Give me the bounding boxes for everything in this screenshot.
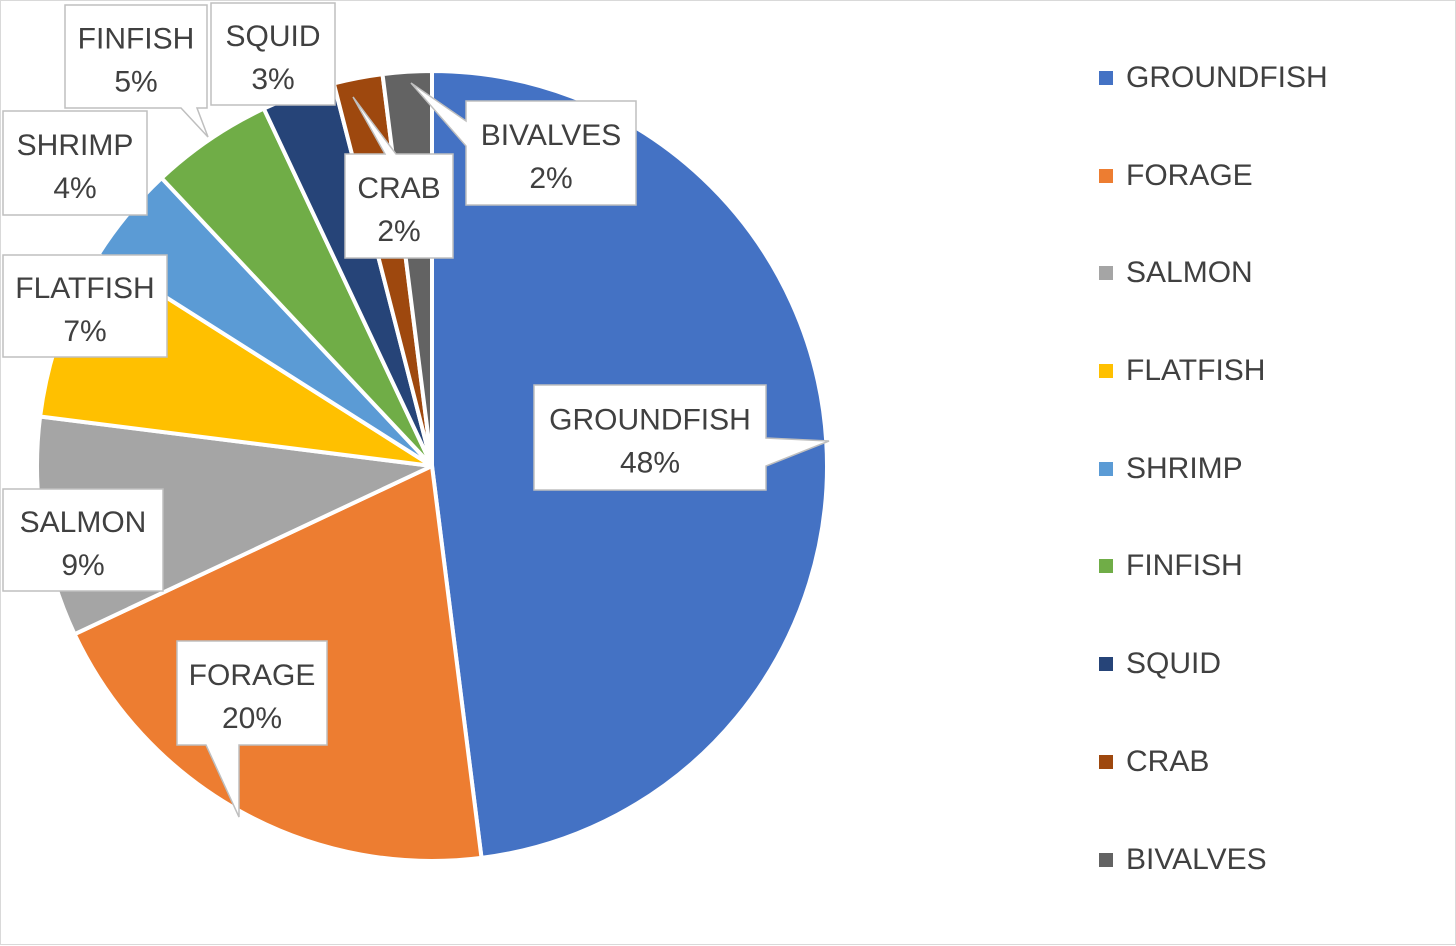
- data-label-callout: [410, 82, 637, 206]
- data-label-shrimp: SHRIMP 4%: [2, 110, 148, 216]
- legend-label: GROUNDFISH: [1126, 61, 1328, 94]
- legend-swatch: [1099, 461, 1113, 476]
- legend-swatch: [1099, 71, 1113, 85]
- data-label-callout: [533, 384, 830, 491]
- data-label-salmon: SALMON 9%: [2, 488, 164, 592]
- legend-swatch: [1099, 754, 1113, 769]
- legend-label: FORAGE: [1126, 158, 1253, 192]
- legend-item-forage: FORAGE: [1099, 151, 1439, 201]
- legend-item-shrimp: SHRIMP: [1099, 444, 1439, 494]
- data-label-percent: 5%: [114, 66, 157, 99]
- legend-swatch: [1099, 559, 1113, 574]
- data-label-percent: 2%: [529, 162, 572, 195]
- data-label-category: FORAGE: [189, 659, 316, 692]
- legend-swatch: [1099, 168, 1113, 183]
- data-label-callout: [176, 640, 328, 818]
- data-label-category: FINFISH: [78, 23, 195, 56]
- data-label-percent: 4%: [53, 172, 96, 205]
- data-label-callout: [210, 2, 336, 106]
- legend-swatch: [1099, 852, 1113, 867]
- legend-item-finfish: FINFISH: [1099, 541, 1439, 591]
- legend-label: BIVALVES: [1126, 842, 1267, 876]
- data-label-percent: 2%: [377, 215, 420, 248]
- data-label-percent: 48%: [620, 447, 680, 480]
- legend-item-bivalves: BIVALVES: [1099, 835, 1439, 885]
- data-label-callout: [2, 488, 164, 592]
- legend-label: SALMON: [1126, 256, 1253, 290]
- data-label-category: GROUNDFISH: [549, 404, 751, 437]
- data-label-squid: SQUID 3%: [210, 2, 336, 106]
- legend-swatch: [1099, 657, 1113, 672]
- data-label-groundfish: GROUNDFISH 48%: [533, 384, 830, 491]
- data-label-percent: 3%: [251, 63, 294, 96]
- data-label-callout: [2, 110, 148, 216]
- data-label-callout: [344, 96, 454, 259]
- data-label-percent: 7%: [63, 315, 106, 348]
- data-label-callout: [2, 254, 168, 358]
- data-label-bivalves: BIVALVES 2%: [410, 82, 637, 206]
- legend-item-groundfish: GROUNDFISH: [1099, 53, 1439, 103]
- legend-label: SQUID: [1126, 647, 1222, 681]
- data-label-category: SHRIMP: [17, 129, 134, 162]
- legend-label: CRAB: [1126, 744, 1210, 778]
- legend-label: FINFISH: [1126, 549, 1243, 583]
- data-label-percent: 20%: [222, 702, 282, 735]
- legend-item-crab: CRAB: [1099, 737, 1439, 787]
- data-label-percent: 9%: [61, 549, 104, 582]
- data-label-category: BIVALVES: [481, 119, 622, 152]
- legend-label: SHRIMP: [1126, 451, 1243, 485]
- pie-slices: [35, 69, 829, 863]
- legend-item-salmon: SALMON: [1099, 248, 1439, 298]
- data-label-callout: [64, 4, 209, 138]
- chart-legend: GROUNDFISH FORAGE SALMON FLATFISH SHRIMP FINF…: [1099, 53, 1439, 932]
- data-label-category: CRAB: [357, 172, 440, 205]
- legend-swatch: [1099, 364, 1113, 379]
- data-label-category: SQUID: [225, 20, 320, 53]
- legend-item-flatfish: FLATFISH: [1099, 346, 1439, 396]
- data-label-finfish: FINFISH 5%: [64, 4, 209, 138]
- data-label-forage: FORAGE 20%: [176, 640, 328, 818]
- legend-label: FLATFISH: [1126, 354, 1266, 388]
- legend-item-squid: SQUID: [1099, 639, 1439, 689]
- data-label-category: SALMON: [20, 506, 147, 539]
- data-label-flatfish: FLATFISH 7%: [2, 254, 168, 358]
- data-label-crab: CRAB 2%: [344, 96, 454, 259]
- legend-swatch: [1099, 266, 1113, 281]
- data-label-category: FLATFISH: [15, 272, 154, 305]
